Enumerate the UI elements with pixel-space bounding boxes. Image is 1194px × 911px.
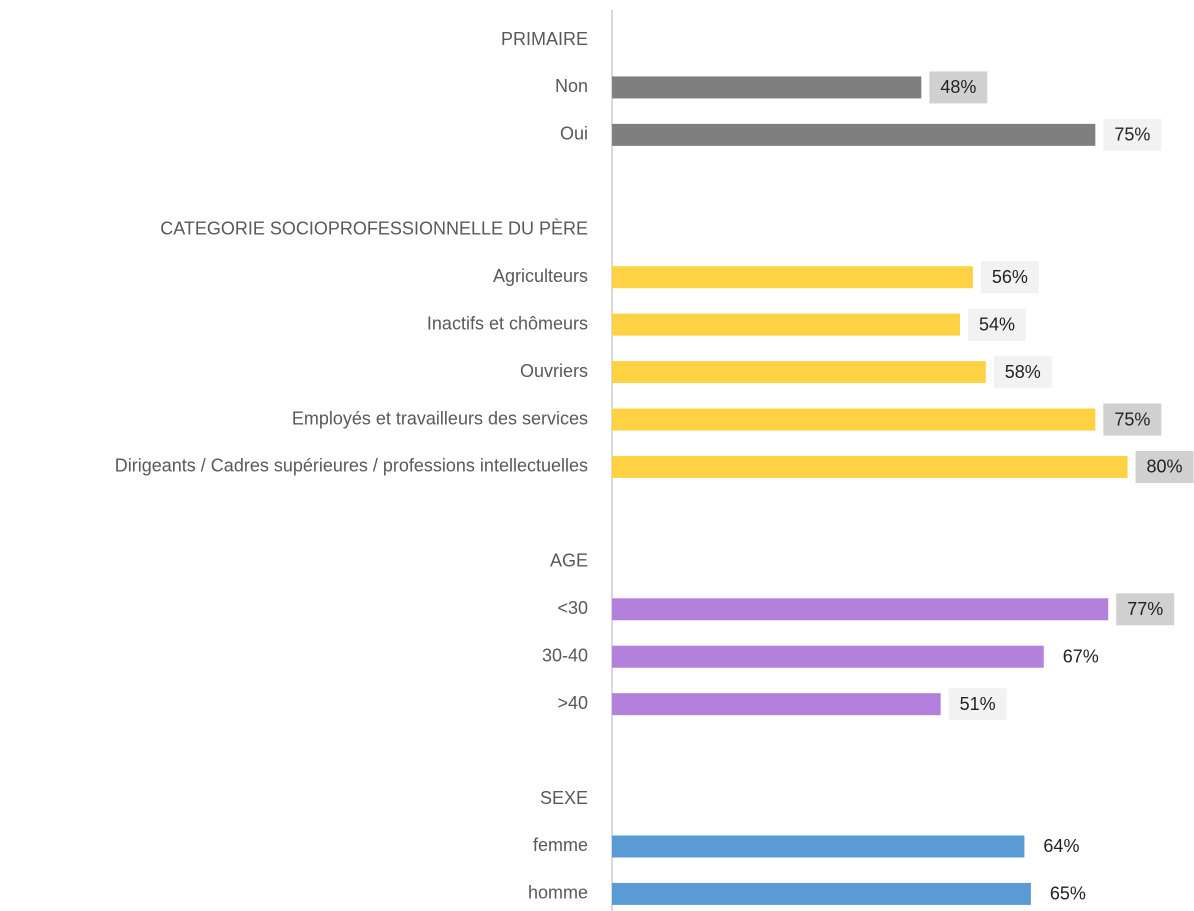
data-label: 75% [1114, 125, 1150, 145]
data-label: 65% [1050, 884, 1086, 904]
category-label: Ouvriers [520, 361, 588, 381]
category-label: <30 [557, 598, 588, 618]
category-label: Employés et travailleurs des services [292, 408, 588, 428]
data-label-bg [1103, 118, 1162, 151]
bar [612, 266, 973, 289]
data-label-bg [948, 688, 1007, 721]
data-label: 54% [979, 314, 1015, 334]
bar [612, 645, 1044, 668]
data-label: 58% [1005, 362, 1041, 382]
data-label: 67% [1063, 646, 1099, 666]
bar [612, 313, 960, 336]
data-label-bg [968, 308, 1026, 341]
data-label-bg [980, 261, 1039, 294]
data-label-bg [1103, 403, 1162, 436]
data-label: 48% [940, 77, 976, 97]
data-label: 80% [1147, 457, 1183, 477]
bar [612, 882, 1031, 905]
category-label: femme [533, 835, 588, 855]
data-label-bg [993, 356, 1052, 389]
data-label-bg [1116, 593, 1175, 626]
bar [612, 76, 922, 99]
data-label-bg [1051, 640, 1110, 673]
data-label: 77% [1127, 599, 1163, 619]
data-label-bg [929, 71, 988, 104]
data-label: 51% [960, 694, 996, 714]
category-label: AGE [550, 551, 588, 571]
data-label: 75% [1114, 409, 1150, 429]
category-label: 30-40 [542, 645, 588, 665]
category-label: PRIMAIRE [501, 29, 588, 49]
category-label: homme [528, 883, 588, 903]
bar [612, 408, 1096, 431]
category-label: Inactifs et chômeurs [427, 313, 588, 333]
bar [612, 123, 1096, 146]
data-label-bg [1038, 877, 1097, 910]
data-label-bg [1135, 450, 1194, 483]
bar [612, 361, 986, 384]
bar [612, 598, 1109, 621]
category-label: Dirigeants / Cadres supérieures / profes… [115, 456, 588, 476]
data-label-bg [1032, 830, 1091, 863]
data-label: 64% [1043, 836, 1079, 856]
category-label: Non [555, 76, 588, 96]
category-label: SEXE [540, 788, 588, 808]
bar [612, 455, 1128, 478]
bar [612, 693, 941, 716]
category-label: CATEGORIE SOCIOPROFESSIONNELLE DU PÈRE [160, 219, 588, 239]
bar [612, 835, 1025, 858]
data-label: 56% [992, 267, 1028, 287]
category-label: Agriculteurs [493, 266, 588, 286]
category-label: Oui [560, 124, 588, 144]
category-label: >40 [557, 693, 588, 713]
